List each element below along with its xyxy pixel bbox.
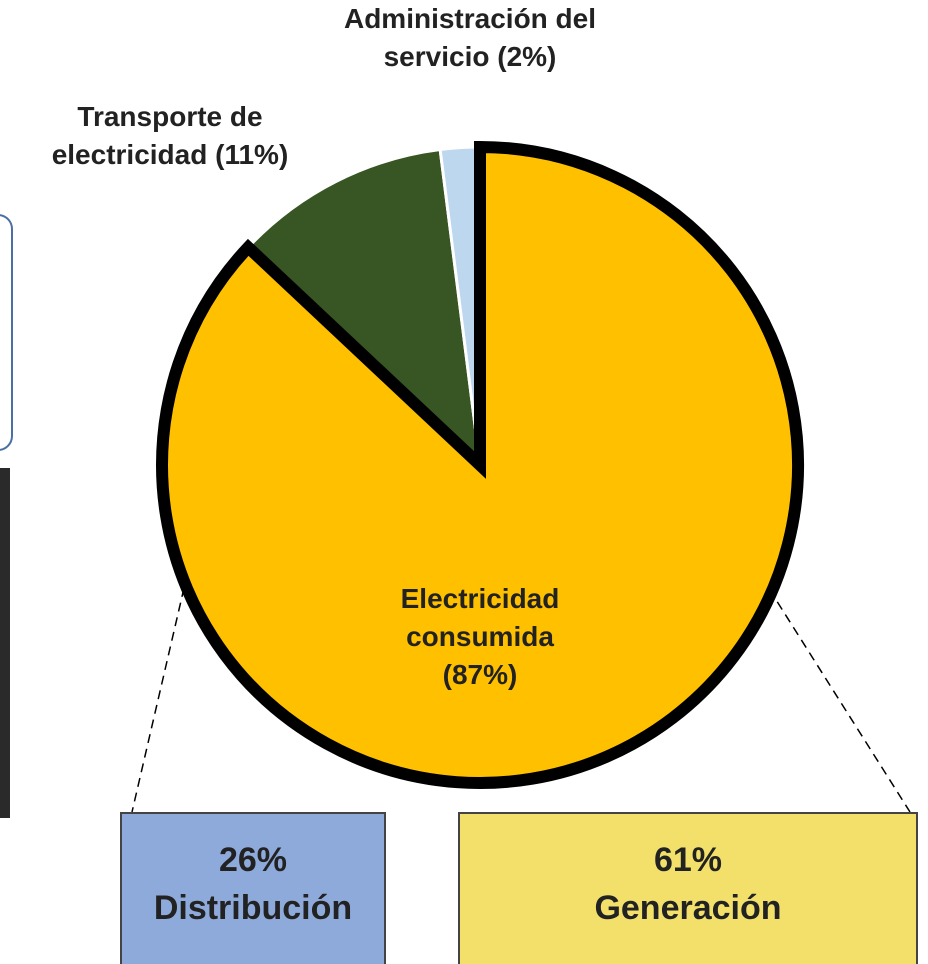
breakdown-value: 61% <box>460 836 916 884</box>
slice-label: Administración del servicio (2%) <box>340 0 600 76</box>
breakdown-value: 26% <box>122 836 384 884</box>
breakdown-name: Distribución <box>122 884 384 932</box>
category-name: Electricidad consumida <box>401 583 560 652</box>
slice-label: Transporte de electricidad (11%) <box>0 98 340 174</box>
breakdown-box: 26%Distribución <box>120 812 386 964</box>
breakdown-box: 61%Generación <box>458 812 918 964</box>
slice-label: Electricidad consumida (87%) <box>365 580 595 694</box>
value-label: (11%) <box>215 139 288 170</box>
category-name: Administración del servicio <box>344 3 596 72</box>
value-label: (2%) <box>497 41 556 72</box>
cropped-photo <box>0 468 10 818</box>
slide: Electricidad consumida (87%) Transporte d… <box>0 0 928 964</box>
breakdown-name: Generación <box>460 884 916 932</box>
value-label: (87%) <box>365 656 595 694</box>
cropped-panel <box>0 215 12 450</box>
